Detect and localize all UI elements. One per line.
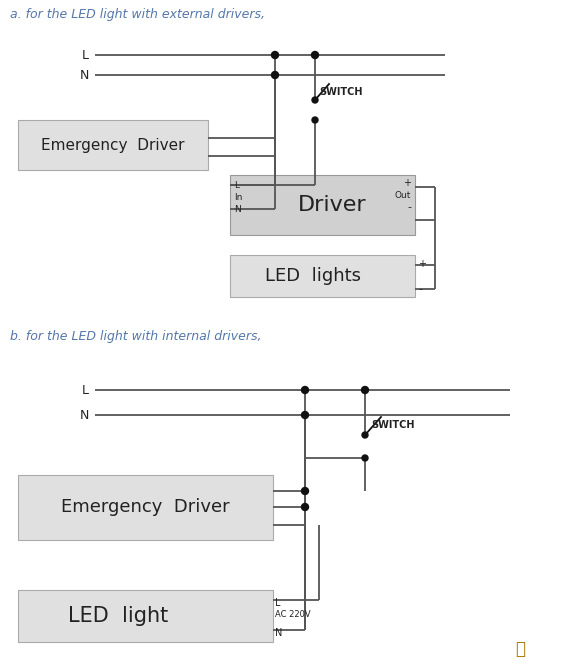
Text: N: N <box>275 628 283 638</box>
Circle shape <box>312 117 318 123</box>
Text: L: L <box>275 598 280 608</box>
Circle shape <box>302 504 309 510</box>
Circle shape <box>362 455 368 461</box>
Text: In: In <box>234 193 242 201</box>
FancyBboxPatch shape <box>18 475 273 540</box>
Text: +: + <box>403 178 411 188</box>
Circle shape <box>302 411 309 419</box>
Text: L: L <box>82 48 89 62</box>
Text: Out: Out <box>395 191 411 199</box>
Circle shape <box>302 387 309 393</box>
Text: 🖊: 🖊 <box>515 640 525 658</box>
Circle shape <box>272 52 279 58</box>
FancyBboxPatch shape <box>230 175 415 235</box>
Text: L: L <box>234 181 239 189</box>
Text: SWITCH: SWITCH <box>319 87 362 97</box>
Text: b. for the LED light with internal drivers,: b. for the LED light with internal drive… <box>10 330 261 343</box>
Text: Driver: Driver <box>298 195 367 215</box>
Text: N: N <box>80 409 89 421</box>
Circle shape <box>302 488 309 494</box>
Text: Emergency  Driver: Emergency Driver <box>61 498 230 516</box>
Circle shape <box>312 97 318 103</box>
Circle shape <box>272 72 279 78</box>
Text: N: N <box>234 205 241 213</box>
Text: +: + <box>418 259 426 269</box>
Text: a. for the LED light with external drivers,: a. for the LED light with external drive… <box>10 8 265 21</box>
FancyBboxPatch shape <box>18 590 273 642</box>
Text: LED  lights: LED lights <box>265 267 361 285</box>
Text: N: N <box>80 68 89 82</box>
Circle shape <box>361 387 369 393</box>
Text: SWITCH: SWITCH <box>371 420 414 430</box>
Text: -: - <box>407 202 411 212</box>
Circle shape <box>312 52 318 58</box>
FancyBboxPatch shape <box>230 255 415 297</box>
Text: L: L <box>82 383 89 397</box>
Text: Emergency  Driver: Emergency Driver <box>41 138 185 153</box>
Text: AC 220V: AC 220V <box>275 610 310 619</box>
FancyBboxPatch shape <box>18 120 208 170</box>
Text: LED  light: LED light <box>68 606 168 626</box>
Circle shape <box>362 432 368 438</box>
Text: -: - <box>418 284 422 294</box>
